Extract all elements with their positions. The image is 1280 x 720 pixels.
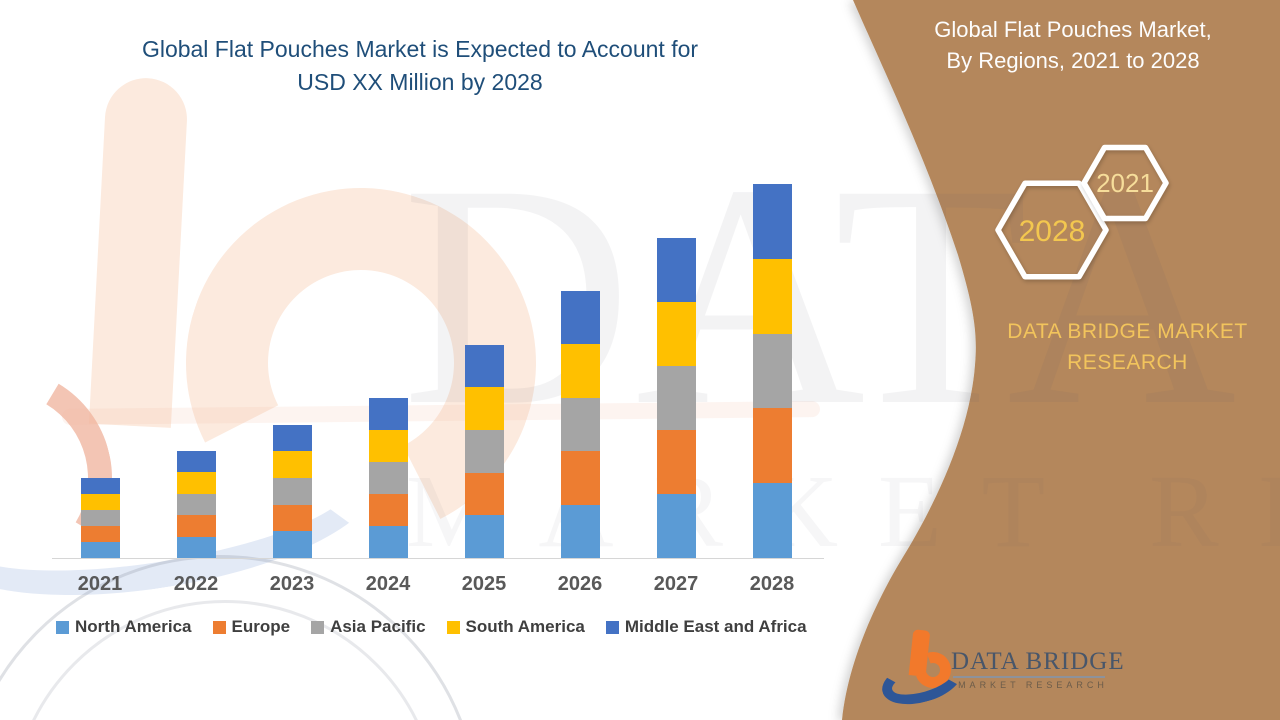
bar-segment-2027-south-america <box>656 301 696 366</box>
bar-2027 <box>656 237 696 558</box>
bar-segment-2026-asia-pacific <box>560 397 600 452</box>
bar-segment-2024-asia-pacific <box>368 462 408 494</box>
footer-logo: DATA BRIDGE MARKET RESEARCH <box>876 628 1145 713</box>
bar-segment-2026-europe <box>560 451 600 505</box>
brand-text-line2: RESEARCH <box>1067 351 1188 374</box>
legend-swatch-icon <box>212 620 226 634</box>
x-axis-label-2027: 2027 <box>653 573 699 595</box>
bar-segment-2021-asia-pacific <box>80 510 120 526</box>
bar-segment-2024-europe <box>368 494 408 526</box>
footer-logo-name: DATA BRIDGE <box>951 648 1125 675</box>
bar-segment-2023-middle-east-and-africa <box>272 424 312 452</box>
plot-area <box>52 170 820 558</box>
footer-logo-rule <box>953 676 1105 678</box>
x-axis-label-2023: 2023 <box>269 573 315 595</box>
bar-segment-2022-asia-pacific <box>176 493 216 516</box>
bar-segment-2023-north-america <box>272 531 312 558</box>
bar-2028 <box>752 184 792 558</box>
bar-segment-2028-asia-pacific <box>752 333 792 409</box>
x-axis-label-2024: 2024 <box>365 573 411 595</box>
bar-segment-2023-asia-pacific <box>272 477 312 505</box>
x-axis-label-2021: 2021 <box>77 573 123 595</box>
legend-label: Asia Pacific <box>330 617 426 636</box>
hexagon-2021-label: 2021 <box>1096 168 1154 198</box>
bar-segment-2027-middle-east-and-africa <box>656 237 696 302</box>
legend-label: Middle East and Africa <box>624 617 807 636</box>
bar-segment-2021-middle-east-and-africa <box>80 478 120 494</box>
bar-segment-2021-north-america <box>80 542 120 558</box>
chart-legend: North America Europe Asia Pacific South Ame… <box>56 617 807 637</box>
legend-item-europe: Europe <box>212 617 291 637</box>
bar-segment-2022-north-america <box>176 536 216 558</box>
bar-segment-2025-asia-pacific <box>464 429 504 473</box>
bar-segment-2025-europe <box>464 472 504 516</box>
legend-swatch-icon <box>311 620 325 634</box>
bar-2025 <box>464 344 504 558</box>
footer-logo-subtitle: MARKET RESEARCH <box>958 680 1108 690</box>
legend-item-north-america: North America <box>56 617 192 637</box>
bar-2021 <box>80 478 120 558</box>
legend-label: North America <box>75 617 192 636</box>
x-axis-label-2028: 2028 <box>749 573 795 595</box>
x-axis-label-2026: 2026 <box>557 573 603 595</box>
hexagon-2021-outline <box>1081 144 1169 222</box>
legend-swatch-icon <box>56 620 69 634</box>
chart-title-line1: Global Flat Pouches Market is Expected t… <box>141 36 699 62</box>
legend-label: Europe <box>231 617 291 636</box>
x-axis-label-2022: 2022 <box>173 573 219 595</box>
legend-item-south-america: South America <box>446 617 585 637</box>
bar-segment-2025-south-america <box>464 387 504 430</box>
bar-segment-2026-north-america <box>560 504 600 558</box>
chart-title-line2: USD XX Million by 2028 <box>297 69 543 95</box>
bar-2023 <box>272 424 312 558</box>
bar-segment-2022-middle-east-and-africa <box>176 451 216 473</box>
bar-2026 <box>560 291 600 558</box>
bar-segment-2028-europe <box>752 408 792 484</box>
brand-text: DATA BRIDGE MARKET RESEARCH <box>985 316 1270 378</box>
legend-label: South America <box>465 617 585 636</box>
bar-2024 <box>368 398 408 558</box>
bar-segment-2026-south-america <box>560 344 600 398</box>
bar-segment-2023-europe <box>272 504 312 532</box>
x-axis-label-2025: 2025 <box>461 573 507 595</box>
bar-segment-2027-europe <box>656 429 696 494</box>
legend-item-middle-east-and-africa: Middle East and Africa <box>605 617 807 637</box>
bar-2022 <box>176 451 216 558</box>
bar-segment-2025-north-america <box>464 515 504 558</box>
bar-segment-2024-north-america <box>368 526 408 558</box>
bar-segment-2028-middle-east-and-africa <box>752 184 792 259</box>
side-panel-title-line2: By Regions, 2021 to 2028 <box>946 48 1200 73</box>
legend-item-asia-pacific: Asia Pacific <box>311 617 426 637</box>
bar-segment-2024-south-america <box>368 430 408 462</box>
hexagon-2028-outline <box>995 180 1109 280</box>
side-panel-title: Global Flat Pouches Market, By Regions, … <box>870 14 1276 76</box>
legend-swatch-icon <box>605 620 619 634</box>
bar-segment-2022-south-america <box>176 472 216 494</box>
brand-text-line1: DATA BRIDGE MARKET <box>1007 320 1248 343</box>
hexagon-2028-label: 2028 <box>1019 215 1086 248</box>
bar-segment-2028-north-america <box>752 483 792 558</box>
bar-segment-2026-middle-east-and-africa <box>560 291 600 345</box>
legend-swatch-icon <box>446 620 460 634</box>
side-panel-title-line1: Global Flat Pouches Market, <box>934 17 1212 42</box>
bar-segment-2021-south-america <box>80 494 120 510</box>
bar-segment-2024-middle-east-and-africa <box>368 398 408 430</box>
x-axis-line <box>52 558 824 559</box>
bar-segment-2028-south-america <box>752 258 792 334</box>
chart-title: Global Flat Pouches Market is Expected t… <box>90 33 750 99</box>
bar-segment-2023-south-america <box>272 451 312 478</box>
bar-segment-2027-asia-pacific <box>656 365 696 430</box>
bar-segment-2022-europe <box>176 515 216 537</box>
bar-segment-2025-middle-east-and-africa <box>464 344 504 388</box>
bar-segment-2027-north-america <box>656 493 696 558</box>
bar-segment-2021-europe <box>80 526 120 542</box>
x-axis-labels: 2021 2022 2023 2024 2025 2026 2027 2028 <box>52 573 820 596</box>
